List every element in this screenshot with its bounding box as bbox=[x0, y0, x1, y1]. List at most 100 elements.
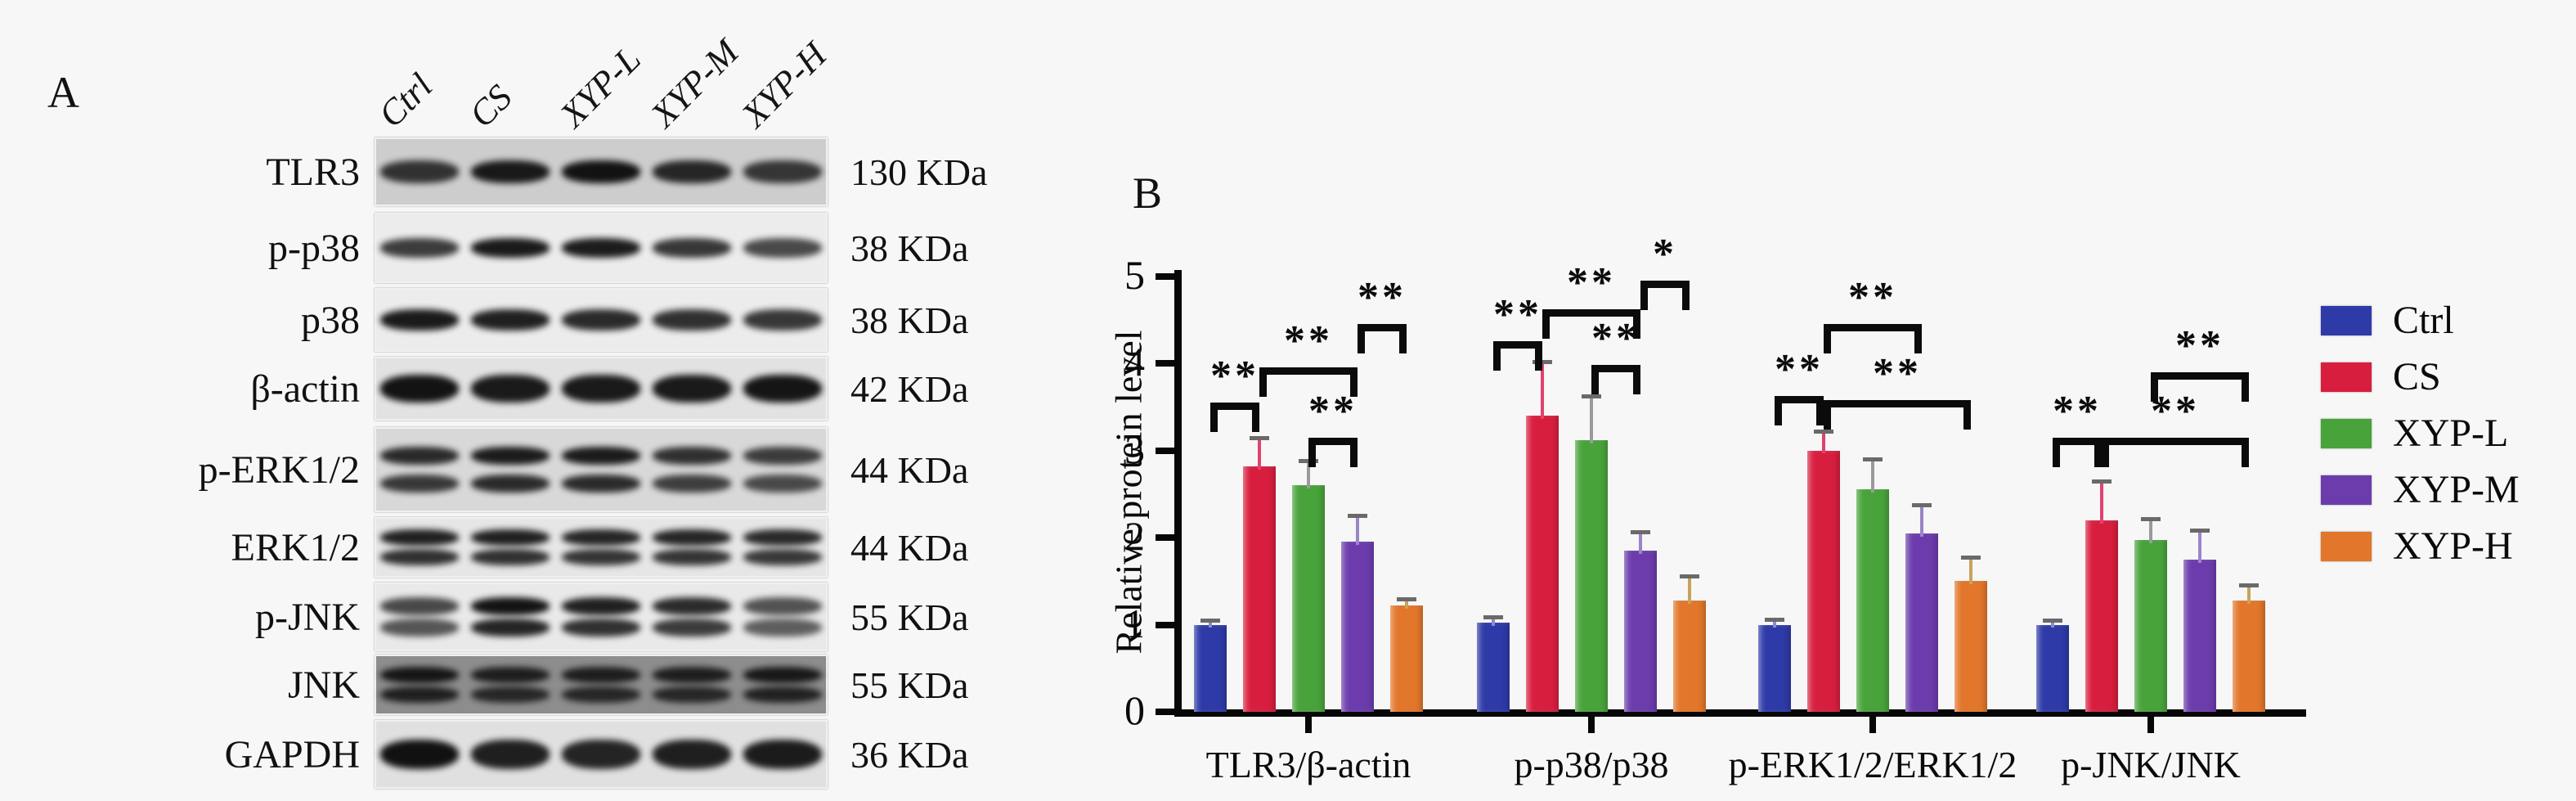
error-bar bbox=[1590, 396, 1593, 443]
sig-bracket-leg bbox=[2242, 371, 2249, 402]
sig-bracket-leg bbox=[1535, 341, 1542, 371]
sig-stars: ** bbox=[2053, 387, 2102, 434]
error-bar-cap bbox=[1483, 614, 1503, 619]
lane-header: XYP-L bbox=[552, 38, 649, 136]
legend-label-ctrl: Ctrl bbox=[2393, 299, 2454, 342]
blot-strip bbox=[375, 213, 828, 283]
sig-stars: ** bbox=[2151, 387, 2200, 434]
error-bar-cap bbox=[2141, 516, 2161, 521]
sig-bracket bbox=[1542, 308, 1640, 317]
error-bar-cap bbox=[1631, 529, 1650, 534]
blot-band bbox=[652, 238, 731, 258]
blot-band bbox=[380, 667, 460, 684]
legend-swatch-ctrl bbox=[2321, 306, 2372, 335]
bar-xyp-m-0 bbox=[1341, 542, 1374, 712]
blot-band bbox=[562, 447, 640, 466]
error-bar bbox=[1639, 531, 1642, 554]
kda-label: 55 KDa bbox=[850, 596, 969, 638]
blot-band bbox=[562, 238, 640, 258]
y-tick bbox=[1156, 360, 1174, 367]
blot-band bbox=[562, 309, 640, 331]
error-bar bbox=[1871, 459, 1874, 493]
error-bar-cap bbox=[1397, 596, 1416, 601]
blot-band bbox=[471, 667, 550, 684]
error-bar-cap bbox=[1348, 514, 1367, 519]
sig-bracket-leg bbox=[1682, 280, 1690, 310]
sig-bracket bbox=[1824, 324, 1922, 332]
kda-label: 130 KDa bbox=[850, 151, 988, 193]
legend-swatch-cs bbox=[2321, 362, 2372, 392]
sig-stars: ** bbox=[1210, 352, 1259, 399]
sig-bracket-leg bbox=[1308, 437, 1316, 467]
blot-band bbox=[380, 238, 460, 258]
category-label: p-p38/p38 bbox=[1514, 744, 1669, 785]
blot-strip bbox=[375, 288, 828, 352]
blot-band bbox=[471, 740, 550, 769]
sig-bracket-leg bbox=[1775, 396, 1782, 426]
y-tick bbox=[1156, 272, 1174, 280]
error-bar-cap bbox=[2043, 619, 2062, 623]
legend-swatch-xyp-m bbox=[2321, 475, 2372, 505]
blot-band bbox=[743, 238, 822, 258]
blot-band bbox=[743, 596, 822, 615]
sig-bracket bbox=[2151, 371, 2249, 380]
sig-bracket-leg bbox=[1210, 402, 1218, 432]
protein-label: JNK bbox=[287, 663, 360, 707]
protein-label: β-actin bbox=[250, 367, 360, 411]
sig-bracket bbox=[2053, 437, 2102, 445]
blot-band bbox=[471, 529, 550, 547]
y-tick-label: 0 bbox=[1124, 687, 1145, 733]
error-bar bbox=[1258, 437, 1261, 470]
blot-band bbox=[562, 474, 640, 493]
panel-a-label: A bbox=[47, 68, 79, 117]
bar-ctrl-0 bbox=[1194, 624, 1227, 712]
blot-band bbox=[652, 596, 731, 615]
blot-band bbox=[652, 309, 731, 331]
blot-band bbox=[562, 529, 640, 547]
blot-band bbox=[380, 686, 460, 703]
blot-band bbox=[743, 548, 822, 565]
blot-band bbox=[652, 740, 731, 769]
y-tick bbox=[1156, 621, 1174, 628]
bar-cs-3 bbox=[2085, 520, 2118, 712]
sig-stars: ** bbox=[1308, 387, 1358, 434]
sig-bracket-leg bbox=[1259, 367, 1267, 398]
blot-band bbox=[562, 667, 640, 684]
bar-cs-2 bbox=[1807, 450, 1840, 712]
protein-label: p-p38 bbox=[268, 226, 360, 270]
sig-bracket-leg bbox=[1358, 324, 1365, 354]
blot-strip bbox=[375, 655, 828, 715]
blot-band bbox=[652, 160, 731, 183]
bar-cs-0 bbox=[1243, 466, 1276, 712]
sig-bracket bbox=[1640, 280, 1690, 288]
blot-band bbox=[652, 686, 731, 703]
error-bar-cap bbox=[2092, 479, 2112, 484]
sig-stars: * bbox=[1653, 230, 1677, 277]
lane-header: Ctrl bbox=[370, 65, 441, 136]
protein-label: p-JNK bbox=[255, 595, 360, 639]
sig-stars: ** bbox=[2175, 322, 2224, 369]
error-bar bbox=[2100, 480, 2103, 524]
kda-label: 44 KDa bbox=[850, 448, 969, 491]
sig-bracket-leg bbox=[1350, 437, 1358, 467]
y-tick bbox=[1156, 709, 1174, 715]
sig-bracket-leg bbox=[1640, 280, 1648, 310]
category-label: p-JNK/JNK bbox=[2061, 744, 2241, 785]
sig-stars: ** bbox=[1567, 259, 1616, 306]
error-bar-cap bbox=[1863, 457, 1883, 462]
error-bar-cap bbox=[1680, 574, 1699, 578]
legend-label-xyp-m: XYP-M bbox=[2393, 468, 2520, 511]
error-bar bbox=[2051, 620, 2054, 628]
kda-label: 55 KDa bbox=[850, 664, 969, 706]
sig-bracket-leg bbox=[1816, 396, 1824, 426]
blot-band bbox=[652, 474, 731, 493]
x-axis bbox=[1174, 709, 2306, 717]
blot-band bbox=[380, 529, 460, 547]
blot-band bbox=[380, 474, 460, 493]
error-bar-cap bbox=[2239, 583, 2259, 587]
bar-xyp-l-1 bbox=[1575, 439, 1608, 712]
blot-band bbox=[380, 160, 460, 183]
blot-band bbox=[471, 160, 550, 183]
legend-swatch-xyp-l bbox=[2321, 419, 2372, 448]
bar-ctrl-3 bbox=[2036, 624, 2069, 712]
